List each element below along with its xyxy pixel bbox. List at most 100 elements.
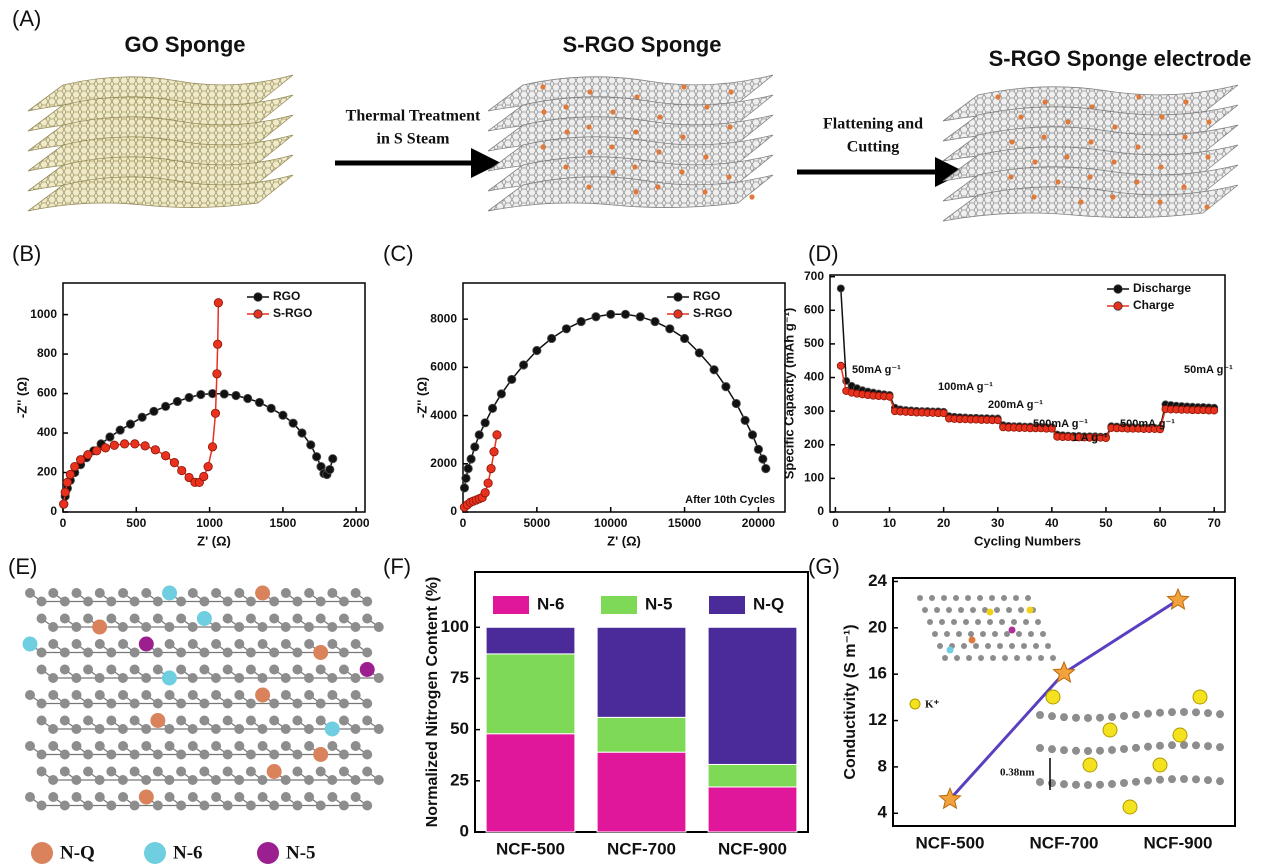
inset-atom	[1204, 742, 1212, 750]
inset-atom	[1036, 711, 1044, 719]
atom	[37, 699, 47, 709]
legend-label: RGO	[693, 289, 720, 303]
atom	[316, 665, 326, 675]
atom	[269, 750, 279, 760]
data-point	[141, 442, 149, 450]
inset-atom	[944, 631, 950, 637]
y-tick-label: 8	[878, 756, 887, 775]
legend-label: N-Q	[60, 842, 95, 863]
y-tick-label: 100	[804, 471, 824, 485]
data-point	[101, 444, 109, 452]
inset-atom	[1168, 741, 1176, 749]
atom	[351, 622, 361, 632]
x-axis-label: Z' (Ω)	[197, 533, 231, 548]
atom	[176, 614, 186, 624]
atom	[234, 622, 244, 632]
sulfur-dot	[586, 124, 591, 129]
atom	[374, 673, 384, 683]
atom	[304, 639, 314, 649]
inset-atom	[1156, 742, 1164, 750]
data-point	[71, 462, 79, 470]
atom	[165, 741, 175, 751]
inset-atom	[1028, 631, 1034, 637]
inset-dopant	[1009, 627, 1016, 634]
atom	[141, 775, 151, 785]
atom	[223, 716, 233, 726]
data-point	[279, 411, 287, 419]
y-tick-label: 600	[804, 302, 824, 316]
atom	[351, 690, 361, 700]
atom	[37, 597, 47, 607]
y-tick-label: 500	[804, 336, 824, 350]
atom	[23, 637, 38, 652]
sulfur-dot	[587, 89, 592, 94]
data-point	[467, 455, 475, 463]
figure: (A) GO Sponge S-RGO Sponge S-RGO Sponge …	[0, 0, 1283, 866]
atom	[130, 801, 140, 811]
sulfur-dot	[1055, 179, 1060, 184]
atom	[199, 716, 209, 726]
atom	[223, 801, 233, 811]
sulfur-dot	[1111, 159, 1116, 164]
inset-atom	[1045, 643, 1051, 649]
inset-atom	[1168, 708, 1176, 716]
inset-atom	[1050, 655, 1056, 661]
atom	[351, 775, 361, 785]
atom	[304, 792, 314, 802]
y-tick-label: 12	[868, 710, 887, 729]
inset-atom	[1144, 777, 1152, 785]
atom	[339, 699, 349, 709]
inset-label: K⁺	[925, 699, 940, 711]
inset-atom	[1006, 607, 1012, 613]
data-point	[497, 390, 505, 398]
atom	[164, 775, 174, 785]
data-point	[636, 313, 644, 321]
inset-atom	[917, 595, 923, 601]
atom	[292, 801, 302, 811]
inset-atom	[1001, 595, 1007, 601]
inset-atom	[1096, 781, 1104, 789]
inset-atom	[951, 619, 957, 625]
atom	[130, 597, 140, 607]
x-tick-label: 20000	[742, 516, 776, 530]
sulfur-dot	[702, 189, 707, 194]
inset-atom	[961, 643, 967, 649]
atom	[281, 741, 291, 751]
inset-atom	[978, 655, 984, 661]
atom	[95, 639, 105, 649]
atom	[257, 775, 267, 785]
panel-label: (C)	[383, 241, 414, 266]
atom	[164, 622, 174, 632]
x-tick-label: 60	[1153, 516, 1167, 530]
data-point	[220, 390, 228, 398]
atom	[188, 775, 198, 785]
sulfur-dot	[563, 104, 568, 109]
atom	[176, 597, 186, 607]
data-point	[289, 419, 297, 427]
atom	[325, 722, 340, 737]
y-tick-label: 800	[37, 346, 57, 360]
step-label: in S Steam	[377, 131, 451, 148]
atom	[165, 792, 175, 802]
atom	[141, 724, 151, 734]
data-point	[312, 453, 320, 461]
atom	[83, 716, 93, 726]
atom	[199, 767, 209, 777]
data-point	[307, 441, 315, 449]
atom	[327, 673, 337, 683]
panel-label: (G)	[808, 554, 840, 579]
sulfur-dot	[633, 129, 638, 134]
bar-segment	[708, 627, 797, 764]
sulfur-dot	[657, 114, 662, 119]
atom	[339, 750, 349, 760]
atom	[71, 775, 81, 785]
inset-atom	[1060, 780, 1068, 788]
atom	[281, 673, 291, 683]
atom	[176, 767, 186, 777]
legend-swatch	[709, 596, 745, 614]
y-tick-label: 600	[37, 386, 57, 400]
inset-atom	[939, 619, 945, 625]
inset-atom	[1060, 746, 1068, 754]
atom	[199, 801, 209, 811]
inset-atom	[980, 631, 986, 637]
